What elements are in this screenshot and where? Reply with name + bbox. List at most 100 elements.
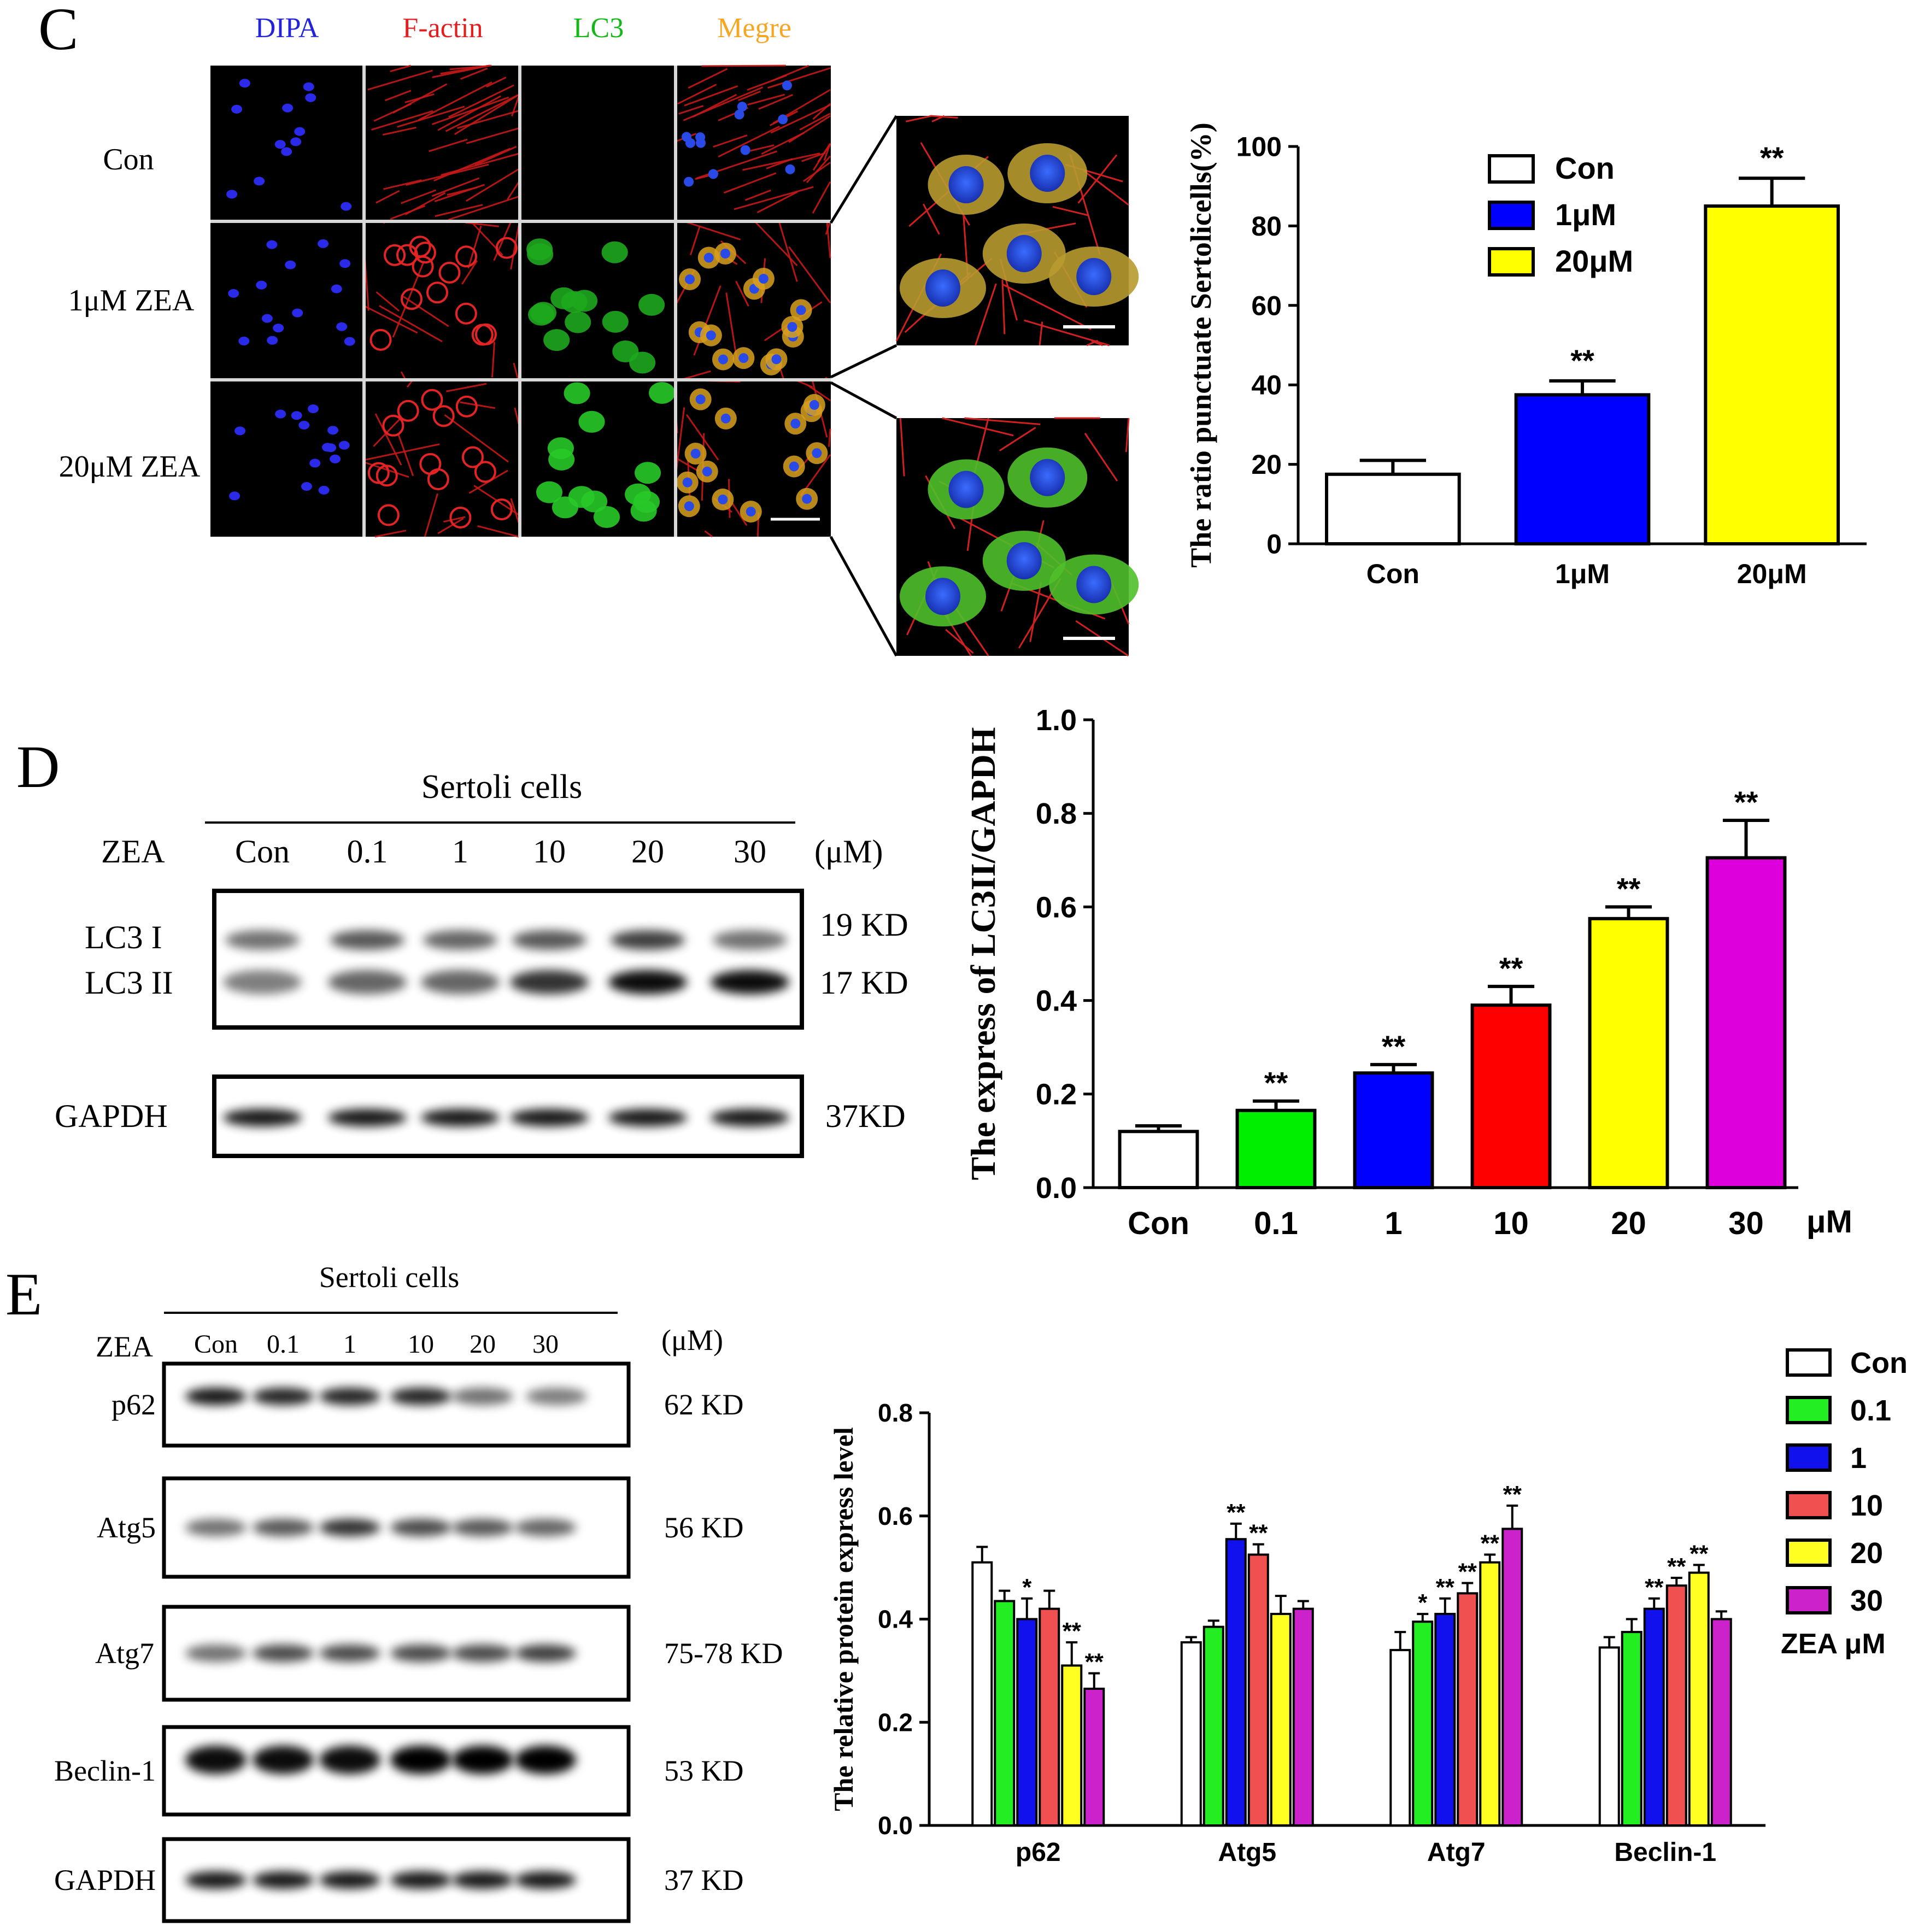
merge-nucleus (738, 353, 749, 363)
inset-fiber (905, 115, 932, 122)
merge-nucleus (787, 322, 797, 332)
significance-mark: ** (1382, 1029, 1406, 1064)
bar (994, 1600, 1016, 1827)
x-axis-unit: μM (1806, 1204, 1852, 1240)
merge-nucleus (789, 461, 799, 472)
lc3-ii-label: LC3 II (85, 965, 173, 1001)
actin-fiber (443, 516, 466, 523)
legend-label: 30 (1850, 1584, 1883, 1617)
y-tick-label: 60 (1251, 290, 1282, 321)
channel-label-merge: Megre (717, 13, 791, 44)
significance-mark: ** (1570, 343, 1594, 378)
bar (1501, 1528, 1523, 1827)
actin-fiber (384, 90, 412, 102)
blot-band (390, 1746, 451, 1774)
merge-nucleus (682, 477, 693, 488)
bar (1710, 1618, 1732, 1827)
bar (1235, 1108, 1317, 1190)
blot-band (319, 1746, 380, 1774)
lane-label: 20 (631, 833, 664, 870)
actin-fiber (457, 110, 519, 129)
panel-e-unit: (μM) (661, 1324, 723, 1356)
nucleus-dot (318, 239, 329, 248)
merge-nucleus (708, 169, 718, 179)
lane-label: 1 (452, 833, 468, 870)
y-tick-label: 0.8 (1036, 797, 1077, 830)
blot-band (253, 1871, 314, 1889)
bar (1180, 1641, 1202, 1827)
bar (1479, 1561, 1501, 1827)
merge-nucleus (771, 354, 782, 365)
nucleus-dot (336, 322, 348, 331)
actin-fiber (431, 177, 480, 197)
merge-nucleus (740, 145, 750, 155)
blot-band (319, 1645, 380, 1662)
nucleus-dot (228, 289, 239, 298)
nucleus-dot (309, 459, 321, 468)
blot-band (515, 1645, 576, 1662)
significance-mark: ** (1690, 1540, 1709, 1567)
bar (1621, 1631, 1643, 1827)
bar (1434, 1613, 1456, 1827)
blot-label: Atg7 (95, 1637, 154, 1670)
y-axis-title: The express of LC3II/GAPDH (964, 727, 1002, 1180)
bar (1118, 1130, 1199, 1190)
blot-label: Beclin-1 (54, 1754, 156, 1787)
actin-fiber (510, 498, 520, 523)
actin-fiber (678, 105, 704, 115)
actin-fiber (806, 384, 831, 401)
gapdh-band (608, 1109, 687, 1126)
bar (1705, 856, 1787, 1189)
blot-band (185, 1645, 247, 1662)
lc3-i-band (330, 930, 404, 950)
actin-fiber (374, 413, 402, 466)
actin-ring (474, 323, 497, 345)
blot-size: 56 KD (664, 1511, 744, 1544)
actin-fiber (511, 96, 520, 117)
gapdh-blot-frame (212, 1074, 804, 1158)
bar (1247, 1553, 1269, 1827)
inset-nucleus (948, 471, 984, 508)
lc3-bands (223, 930, 789, 994)
actin-fiber (825, 221, 831, 235)
lc3-blot-frame (212, 889, 804, 1030)
blot-band (452, 1871, 513, 1889)
legend-label: 1 (1850, 1442, 1867, 1475)
nucleus-dot (231, 104, 243, 114)
inset-fiber (999, 427, 1036, 451)
lc3-ii-band (223, 970, 302, 994)
significance-mark: * (1022, 1574, 1032, 1601)
lane-label: 1 (343, 1330, 356, 1359)
actin-fiber (363, 443, 440, 461)
channel-label-dipa: DIPA (255, 13, 319, 44)
actin-fiber (444, 414, 509, 463)
nucleus-dot (274, 140, 286, 149)
actin-fiber (734, 186, 814, 210)
lane-label: 30 (734, 833, 766, 870)
panel-d-zea-label: ZEA (101, 833, 165, 870)
inset-nucleus (1030, 459, 1065, 496)
actin-fiber (392, 83, 448, 114)
nucleus-dot (339, 259, 351, 268)
actin-fiber (718, 125, 780, 158)
bar (1202, 1625, 1224, 1827)
inset-fiber (899, 418, 905, 477)
nucleus-dot (275, 409, 286, 419)
actin-fiber (446, 383, 487, 392)
significance-mark: ** (1760, 140, 1784, 175)
x-tick-label: Con (1128, 1206, 1189, 1241)
legend-label: 1μM (1555, 197, 1616, 232)
inset-fiber (942, 417, 1014, 437)
panel-e-header: Sertoli cells (319, 1261, 459, 1294)
bar (1016, 1618, 1038, 1827)
actin-ring (377, 504, 400, 526)
lane-label: 10 (533, 833, 566, 870)
actin-fiber (392, 260, 425, 338)
inset-nucleus (925, 269, 960, 307)
actin-ring (495, 237, 518, 259)
merge-nucleus (690, 448, 701, 459)
x-tick-label: Beclin-1 (1614, 1838, 1716, 1867)
nucleus-dot (303, 82, 314, 91)
nucleus-dot (267, 336, 278, 345)
actin-fiber (383, 179, 422, 190)
